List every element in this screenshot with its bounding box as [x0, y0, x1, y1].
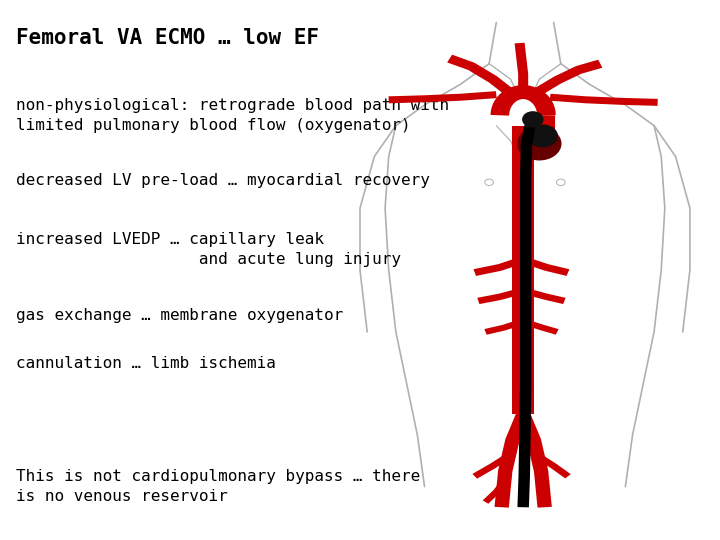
Text: Femoral VA ECMO … low EF: Femoral VA ECMO … low EF [16, 28, 319, 48]
Polygon shape [389, 91, 497, 103]
Text: gas exchange … membrane oxygenator: gas exchange … membrane oxygenator [16, 308, 343, 322]
Polygon shape [522, 319, 559, 335]
Polygon shape [536, 115, 555, 139]
Polygon shape [522, 288, 566, 304]
Polygon shape [513, 126, 534, 414]
Polygon shape [490, 85, 556, 116]
Polygon shape [518, 119, 538, 508]
Polygon shape [495, 413, 530, 508]
Circle shape [518, 127, 561, 160]
Polygon shape [521, 256, 570, 276]
Polygon shape [485, 319, 525, 335]
Circle shape [523, 112, 543, 127]
Polygon shape [515, 43, 528, 92]
Text: non-physiological: retrograde blood path with
limited pulmonary blood flow (oxyg: non-physiological: retrograde blood path… [16, 98, 449, 133]
Polygon shape [532, 60, 603, 97]
Polygon shape [474, 256, 525, 276]
Polygon shape [447, 55, 515, 96]
Polygon shape [482, 475, 512, 504]
Circle shape [528, 125, 557, 147]
Text: increased LVEDP … capillary leak
                   and acute lung injury: increased LVEDP … capillary leak and acu… [16, 232, 401, 267]
Text: cannulation … limb ischemia: cannulation … limb ischemia [16, 356, 276, 371]
Polygon shape [477, 288, 525, 304]
Polygon shape [549, 94, 658, 106]
Polygon shape [516, 413, 552, 508]
Text: This is not cardiopulmonary bypass … there
is no venous reservoir: This is not cardiopulmonary bypass … the… [16, 469, 420, 504]
Polygon shape [535, 454, 571, 478]
Polygon shape [472, 454, 511, 478]
Text: decreased LV pre-load … myocardial recovery: decreased LV pre-load … myocardial recov… [16, 173, 430, 188]
